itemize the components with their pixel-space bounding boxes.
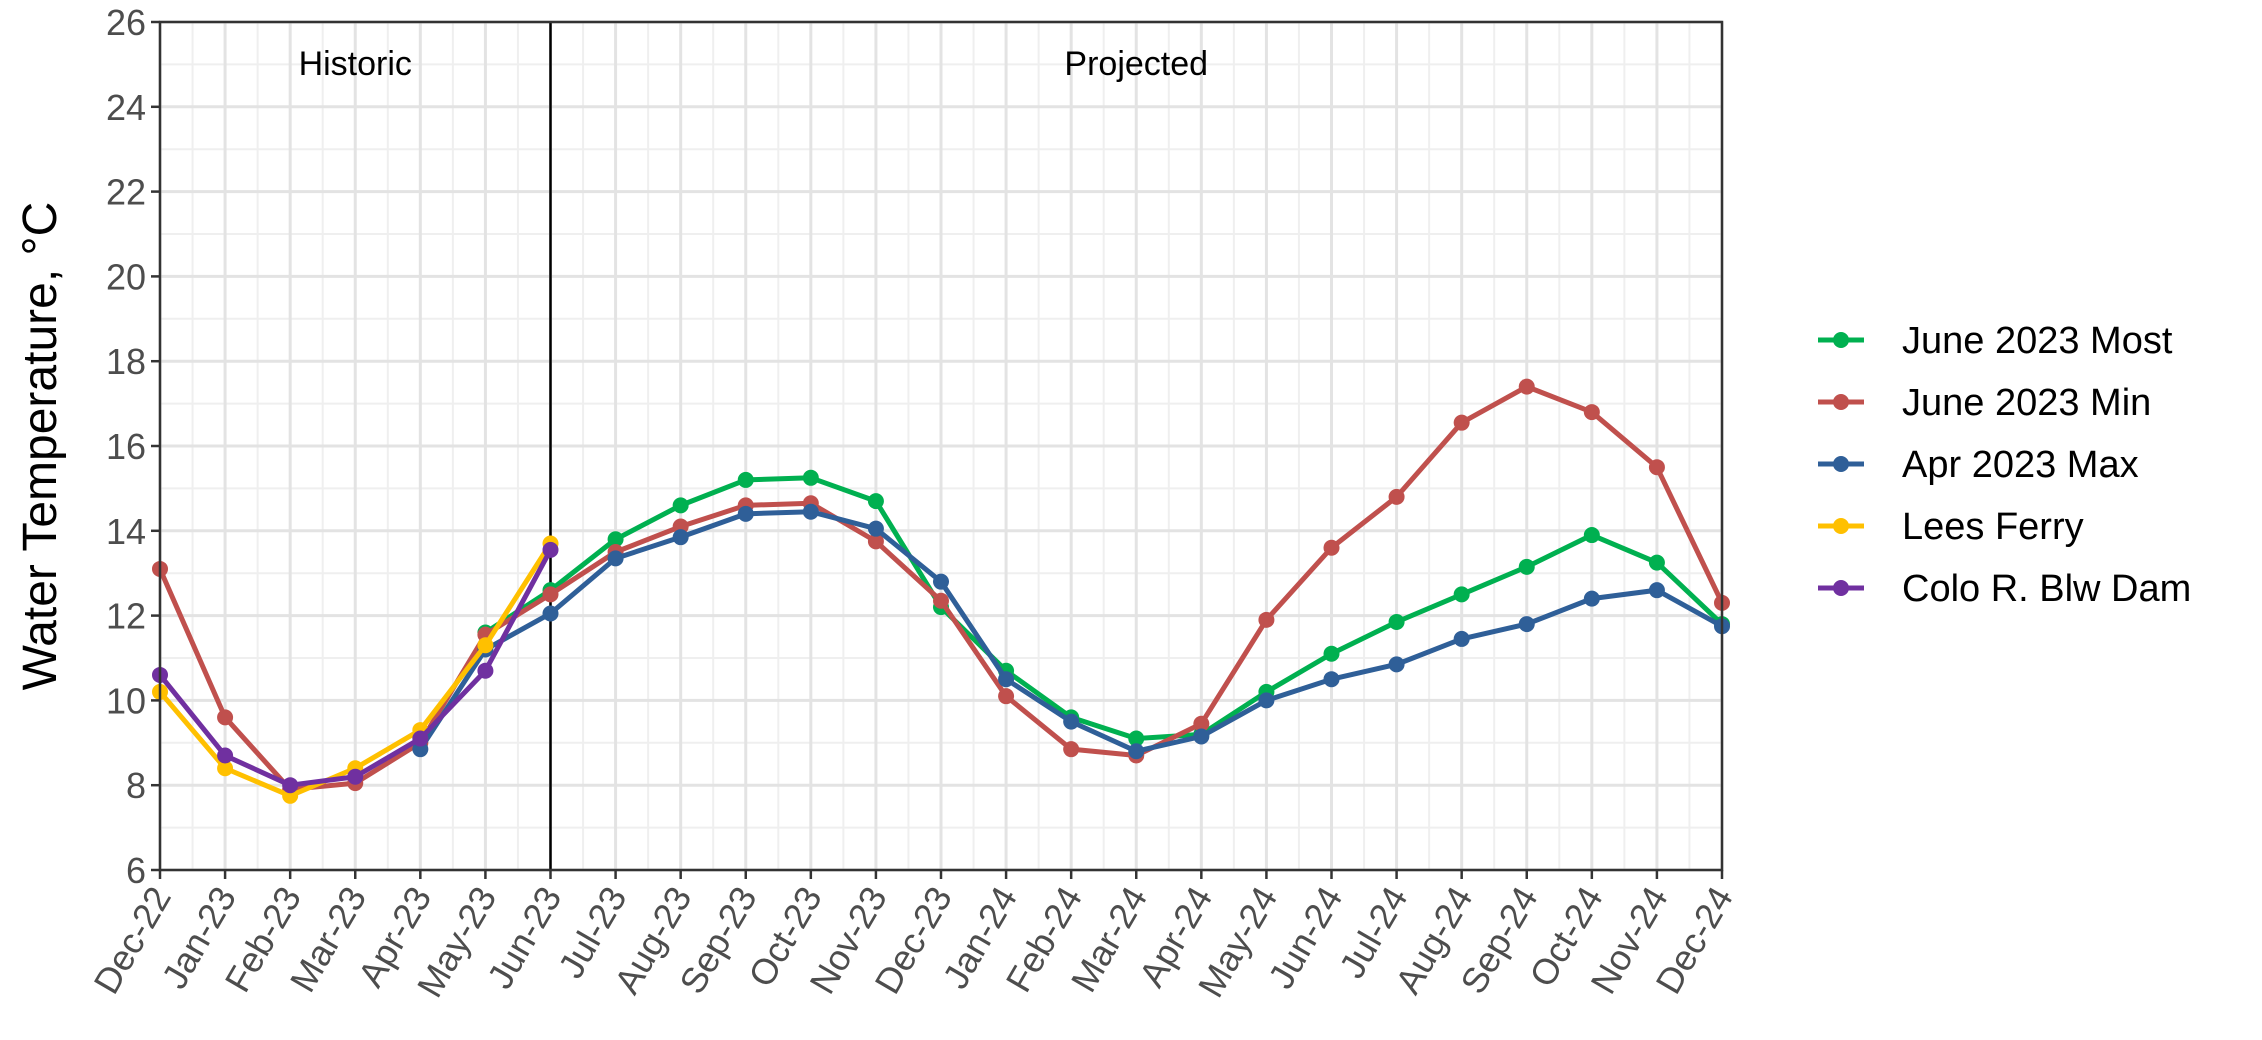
legend-key-point bbox=[1833, 332, 1849, 348]
data-point bbox=[672, 497, 689, 514]
data-point bbox=[998, 688, 1015, 705]
data-point bbox=[802, 503, 819, 520]
legend-label: Colo R. Blw Dam bbox=[1902, 568, 2191, 610]
data-point bbox=[1128, 743, 1145, 760]
data-point bbox=[867, 533, 884, 550]
data-point bbox=[802, 469, 819, 486]
data-point bbox=[347, 768, 364, 785]
data-point bbox=[1648, 459, 1665, 476]
data-point bbox=[867, 493, 884, 510]
y-tick-label: 14 bbox=[106, 511, 146, 552]
data-point bbox=[1193, 715, 1210, 732]
data-point bbox=[1453, 414, 1470, 431]
data-point bbox=[1323, 539, 1340, 556]
legend-label: June 2023 Most bbox=[1902, 320, 2173, 362]
data-point bbox=[1648, 554, 1665, 571]
y-tick-label: 16 bbox=[106, 426, 146, 467]
data-point bbox=[933, 592, 949, 609]
data-point bbox=[1518, 378, 1535, 395]
data-point bbox=[737, 471, 754, 488]
y-tick-label: 22 bbox=[106, 172, 146, 213]
y-tick-label: 26 bbox=[106, 2, 146, 43]
data-point bbox=[1388, 488, 1405, 505]
legend-item: Apr 2023 Max bbox=[1818, 444, 2139, 486]
data-point bbox=[737, 505, 754, 522]
legend-item: June 2023 Most bbox=[1818, 320, 2173, 362]
data-point bbox=[217, 760, 234, 777]
annotation-historic: Historic bbox=[299, 45, 412, 83]
y-tick-label: 10 bbox=[106, 680, 146, 721]
data-point bbox=[1648, 582, 1665, 599]
data-point bbox=[1258, 611, 1275, 628]
data-point bbox=[412, 730, 429, 747]
y-tick-label: 18 bbox=[106, 341, 146, 382]
series-line bbox=[484, 475, 1724, 742]
data-point bbox=[217, 709, 234, 726]
legend-item: June 2023 Min bbox=[1818, 382, 2151, 424]
series-apr-2023-max bbox=[412, 503, 1730, 760]
data-point bbox=[1258, 692, 1275, 709]
data-point bbox=[1583, 590, 1600, 607]
data-point bbox=[1388, 656, 1405, 673]
data-point bbox=[933, 573, 949, 590]
legend-key-point bbox=[1833, 580, 1849, 596]
data-point bbox=[867, 520, 884, 537]
data-point bbox=[607, 531, 624, 548]
data-point bbox=[1583, 527, 1600, 544]
legend-key-point bbox=[1833, 518, 1849, 534]
y-tick-label: 12 bbox=[106, 596, 146, 637]
data-point bbox=[1518, 558, 1535, 575]
data-point bbox=[217, 747, 234, 764]
legend-label: Lees Ferry bbox=[1902, 506, 2084, 548]
data-point bbox=[477, 662, 494, 679]
data-point bbox=[477, 637, 494, 654]
legend: June 2023 Most June 2023 Min Apr 2023 Max L… bbox=[1818, 320, 2191, 610]
data-point bbox=[1583, 404, 1600, 421]
y-axis-title: Water Temperature, °C bbox=[14, 202, 67, 691]
data-point bbox=[607, 550, 624, 567]
legend-item: Colo R. Blw Dam bbox=[1818, 568, 2191, 610]
data-point bbox=[1453, 630, 1470, 647]
data-point bbox=[542, 541, 559, 558]
y-tick-label: 24 bbox=[106, 87, 146, 128]
data-point bbox=[542, 605, 559, 622]
data-point bbox=[1388, 613, 1405, 630]
data-point bbox=[1128, 730, 1145, 747]
data-point bbox=[1518, 616, 1535, 633]
data-point bbox=[1323, 671, 1340, 688]
y-tick-label: 6 bbox=[126, 850, 146, 891]
data-point bbox=[672, 529, 689, 546]
data-point bbox=[1063, 741, 1080, 758]
legend-key-point bbox=[1833, 394, 1849, 410]
legend-label: June 2023 Min bbox=[1902, 382, 2151, 424]
data-point bbox=[542, 586, 559, 603]
series-colo-r-blw-dam bbox=[152, 541, 559, 794]
y-tick-label: 20 bbox=[106, 256, 146, 297]
annotation-projected: Projected bbox=[1064, 45, 1208, 83]
data-point bbox=[1453, 586, 1470, 603]
legend-item: Lees Ferry bbox=[1818, 506, 2084, 548]
series-group bbox=[152, 378, 1730, 804]
data-point bbox=[282, 777, 299, 794]
data-point bbox=[1063, 713, 1080, 730]
data-point bbox=[1323, 645, 1340, 662]
y-tick-label: 8 bbox=[126, 765, 146, 806]
legend-key-point bbox=[1833, 456, 1849, 472]
data-point bbox=[998, 671, 1015, 688]
legend-label: Apr 2023 Max bbox=[1902, 444, 2139, 486]
data-point bbox=[1193, 728, 1210, 745]
